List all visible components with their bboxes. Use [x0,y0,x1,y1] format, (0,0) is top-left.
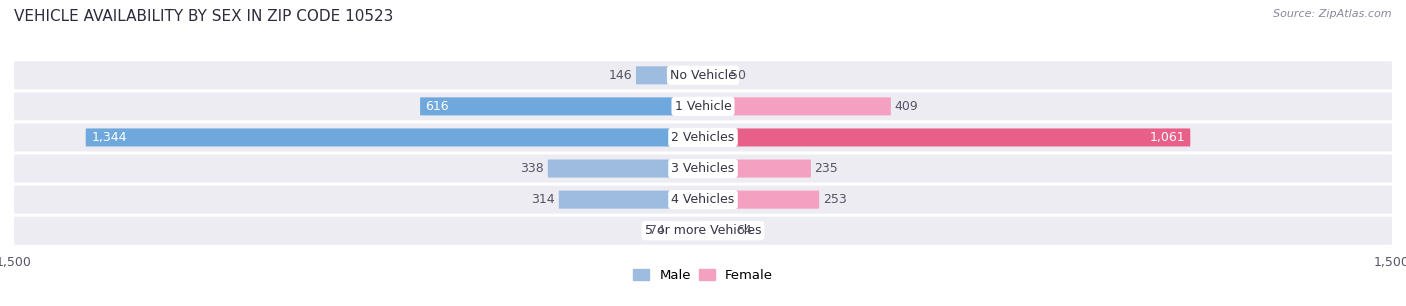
Text: 2 Vehicles: 2 Vehicles [672,131,734,144]
Text: 5 or more Vehicles: 5 or more Vehicles [645,224,761,237]
Text: 409: 409 [894,100,918,113]
Text: 1 Vehicle: 1 Vehicle [675,100,731,113]
FancyBboxPatch shape [86,129,703,147]
FancyBboxPatch shape [14,123,1392,151]
FancyBboxPatch shape [703,129,1191,147]
Text: 1,061: 1,061 [1149,131,1185,144]
Text: 50: 50 [730,69,745,82]
Text: 1,344: 1,344 [91,131,127,144]
Text: Source: ZipAtlas.com: Source: ZipAtlas.com [1274,9,1392,19]
FancyBboxPatch shape [548,159,703,177]
FancyBboxPatch shape [636,66,703,84]
FancyBboxPatch shape [669,222,703,240]
Text: 3 Vehicles: 3 Vehicles [672,162,734,175]
Text: 146: 146 [609,69,633,82]
FancyBboxPatch shape [703,97,891,115]
Legend: Male, Female: Male, Female [627,264,779,287]
Text: 314: 314 [531,193,555,206]
FancyBboxPatch shape [14,155,1392,183]
FancyBboxPatch shape [14,61,1392,89]
FancyBboxPatch shape [703,191,820,209]
FancyBboxPatch shape [14,186,1392,214]
Text: 338: 338 [520,162,544,175]
FancyBboxPatch shape [558,191,703,209]
Text: 64: 64 [737,224,752,237]
Text: VEHICLE AVAILABILITY BY SEX IN ZIP CODE 10523: VEHICLE AVAILABILITY BY SEX IN ZIP CODE … [14,9,394,24]
Text: 253: 253 [823,193,846,206]
Text: 235: 235 [814,162,838,175]
FancyBboxPatch shape [14,217,1392,245]
FancyBboxPatch shape [420,97,703,115]
FancyBboxPatch shape [703,222,733,240]
Text: No Vehicle: No Vehicle [671,69,735,82]
Text: 4 Vehicles: 4 Vehicles [672,193,734,206]
FancyBboxPatch shape [703,159,811,177]
Text: 616: 616 [426,100,449,113]
FancyBboxPatch shape [703,66,725,84]
Text: 74: 74 [650,224,665,237]
FancyBboxPatch shape [14,92,1392,120]
